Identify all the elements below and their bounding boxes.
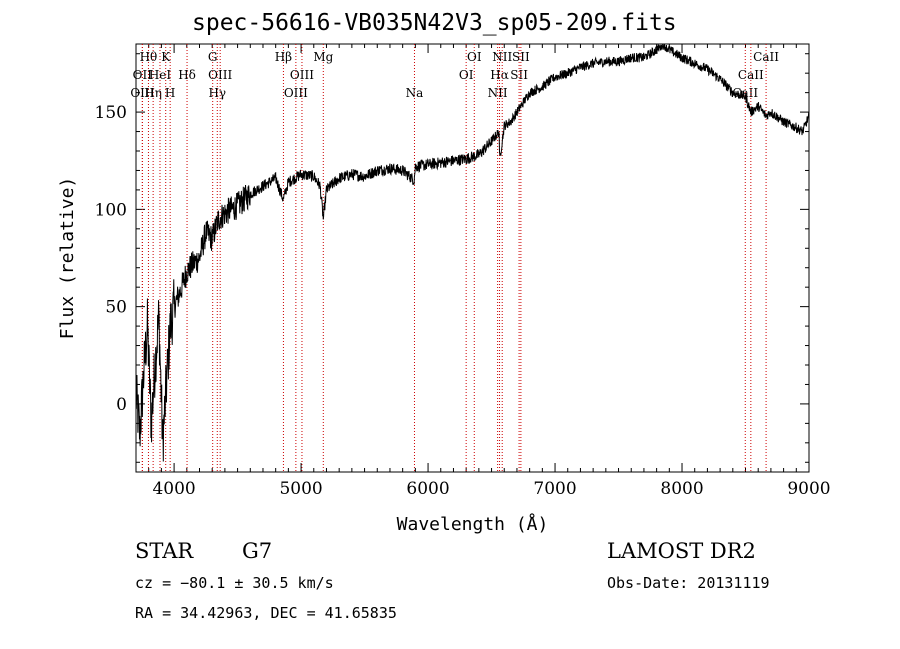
spectral-line-label: Mg — [313, 50, 333, 64]
y-tick-label: 0 — [116, 395, 127, 415]
spectral-line-label: OIII — [208, 68, 232, 82]
spectral-line-label: SII — [512, 50, 530, 64]
x-axis-label: Wavelength (Å) — [397, 513, 549, 535]
spectral-line-label: CaII — [738, 68, 764, 82]
x-tick-label: 8000 — [660, 479, 703, 499]
spectrum-line — [135, 43, 810, 462]
obs-date-text: Obs-Date: 20131119 — [607, 574, 770, 592]
spectral-line-label: SII — [510, 68, 528, 82]
spectral-line-label: CaII — [753, 50, 779, 64]
x-tick-label: 6000 — [406, 479, 449, 499]
survey-label: LAMOST DR2 — [607, 539, 756, 563]
y-tick-label: 50 — [105, 298, 127, 318]
spectral-line-label: HeI — [149, 68, 172, 82]
y-tick-label: 150 — [95, 103, 127, 123]
plot-frame — [135, 43, 810, 473]
spectral-line-label: Hβ — [275, 50, 292, 64]
spectral-line-label: OIII — [284, 86, 308, 100]
spectral-line-label: Hγ — [208, 86, 226, 100]
object-class: STAR — [135, 539, 194, 563]
x-tick-label: 9000 — [787, 479, 830, 499]
redshift-text: cz = −80.1 ± 30.5 km/s — [135, 574, 334, 592]
spectral-line-label: H — [165, 86, 175, 100]
spectral-line-label: Hθ — [140, 50, 158, 64]
y-axis-label: Flux (relative) — [57, 177, 78, 340]
spectral-line-label: OI — [459, 68, 474, 82]
chart-title: spec-56616-VB035N42V3_sp05-209.fits — [192, 10, 677, 36]
object-subclass: G7 — [242, 539, 273, 563]
spectral-line-label: Na — [406, 86, 424, 100]
y-tick-label: 100 — [95, 200, 127, 220]
spectral-line-label: Hη — [144, 86, 162, 100]
spectral-line-label: Hα — [490, 68, 509, 82]
x-tick-label: 4000 — [152, 479, 195, 499]
spectral-line-label: NII — [492, 50, 512, 64]
x-tick-label: 7000 — [533, 479, 576, 499]
x-tick-label: 5000 — [279, 479, 322, 499]
spectral-line-label: NII — [488, 86, 508, 100]
spectral-line-label: OIII — [290, 68, 314, 82]
spectral-line-label: K — [161, 50, 171, 64]
spectral-line-label: Hδ — [178, 68, 196, 82]
spectral-line-label: G — [208, 50, 218, 64]
spectral-line-label: OI — [467, 50, 482, 64]
coordinates-text: RA = 34.42963, DEC = 41.65835 — [135, 604, 397, 622]
